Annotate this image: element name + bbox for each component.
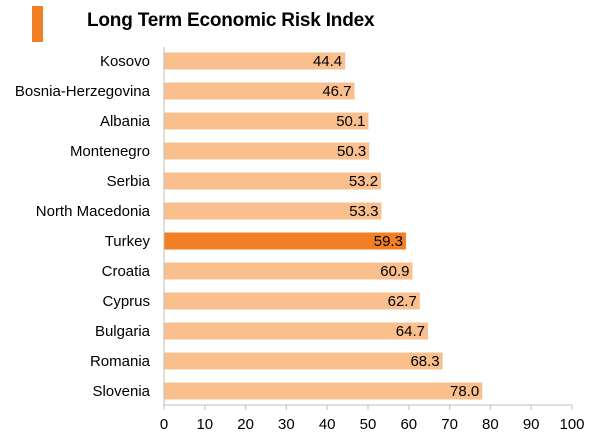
bar — [164, 142, 370, 160]
bar — [164, 352, 443, 370]
bar — [164, 202, 382, 220]
category-label: Bulgaria — [95, 323, 151, 340]
value-label: 64.7 — [396, 323, 425, 340]
value-label: 62.7 — [388, 293, 417, 310]
bar — [164, 172, 382, 190]
value-label: 50.3 — [337, 143, 366, 160]
category-label: Albania — [100, 113, 151, 130]
value-label: 50.1 — [336, 113, 365, 130]
x-tick-label: 90 — [523, 416, 540, 433]
value-label: 53.3 — [349, 203, 378, 220]
bar — [164, 82, 355, 100]
value-label: 78.0 — [450, 383, 479, 400]
x-tick-label: 50 — [360, 416, 377, 433]
title-marker — [32, 6, 43, 42]
category-label: Turkey — [105, 233, 151, 250]
category-label: Slovenia — [92, 383, 150, 400]
x-tick-label: 40 — [319, 416, 336, 433]
bar — [164, 322, 428, 340]
category-label: North Macedonia — [36, 203, 151, 220]
bar — [164, 232, 406, 250]
value-label: 68.3 — [410, 353, 439, 370]
value-label: 60.9 — [380, 263, 409, 280]
category-label: Montenegro — [70, 143, 150, 160]
x-tick-label: 60 — [400, 416, 417, 433]
category-label: Serbia — [107, 173, 151, 190]
chart-title: Long Term Economic Risk Index — [87, 10, 375, 31]
x-tick-label: 80 — [482, 416, 499, 433]
category-label: Romania — [90, 353, 151, 370]
value-label: 59.3 — [374, 233, 403, 250]
category-label: Croatia — [102, 263, 151, 280]
category-label: Kosovo — [100, 53, 150, 70]
bar — [164, 382, 483, 400]
x-tick-label: 70 — [441, 416, 458, 433]
value-label: 46.7 — [322, 83, 351, 100]
x-tick-label: 30 — [278, 416, 295, 433]
x-tick-label: 0 — [160, 416, 168, 433]
x-tick-label: 100 — [559, 416, 584, 433]
bar — [164, 112, 369, 130]
category-label: Cyprus — [102, 293, 150, 310]
bar — [164, 292, 420, 310]
value-label: 44.4 — [313, 53, 342, 70]
category-label: Bosnia-Herzegovina — [15, 83, 151, 100]
x-tick-label: 10 — [196, 416, 213, 433]
bar — [164, 262, 413, 280]
value-label: 53.2 — [349, 173, 378, 190]
x-tick-label: 20 — [237, 416, 254, 433]
bar — [164, 52, 346, 70]
